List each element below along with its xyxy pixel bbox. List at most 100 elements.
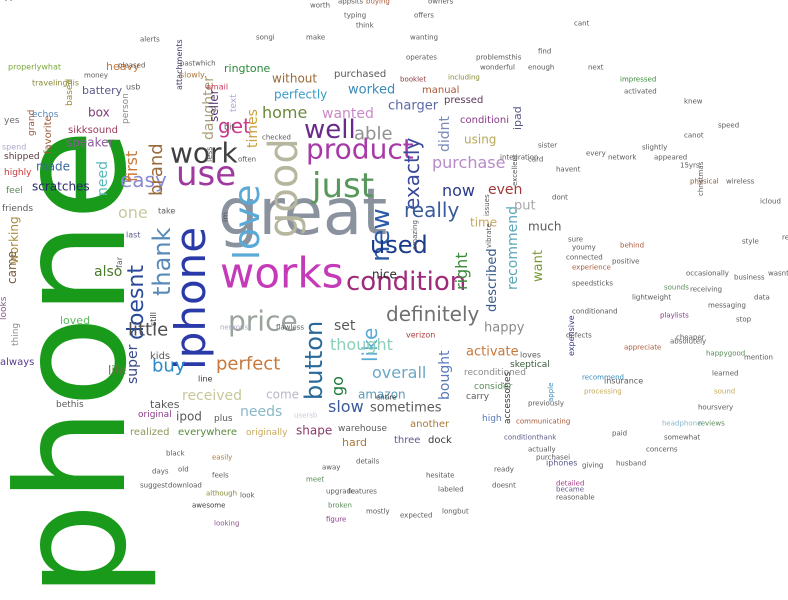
word: knew: [684, 97, 703, 106]
word: wireless: [726, 177, 755, 186]
word: put: [514, 198, 536, 214]
word: sister: [538, 141, 558, 150]
word: songi: [256, 33, 275, 42]
word: takes: [150, 398, 180, 412]
word: less: [205, 146, 214, 162]
word: shipped: [4, 151, 40, 162]
word: detailed: [556, 479, 585, 488]
word: slowly: [180, 70, 205, 80]
word: price: [228, 304, 298, 338]
word: icloud: [760, 197, 781, 206]
word: ipod: [176, 409, 202, 424]
word: conditionand: [572, 307, 618, 316]
word: stop: [736, 315, 752, 324]
word: activate: [466, 344, 519, 360]
word: booklet: [400, 75, 427, 84]
word: get: [218, 114, 251, 138]
word: works: [220, 248, 344, 298]
word: receiving: [690, 285, 723, 294]
word: reasonable: [556, 493, 595, 502]
word: based: [65, 78, 75, 106]
word: high: [482, 413, 502, 424]
word: impressed: [620, 75, 657, 84]
word: home: [262, 103, 308, 123]
word: condition: [346, 267, 467, 298]
word: take: [158, 206, 176, 216]
word: issues: [483, 194, 491, 216]
word: sometimes: [370, 400, 442, 416]
word: absolutely: [670, 337, 707, 346]
word: work: [170, 136, 238, 170]
word: speaker: [66, 135, 114, 150]
word: rasethe: [0, 0, 30, 2]
word: previously: [528, 399, 565, 408]
word: havent: [556, 165, 581, 174]
word: hesitate: [426, 471, 455, 480]
word: iphone: [166, 226, 215, 370]
word: looking: [214, 519, 240, 528]
word: figure: [326, 515, 347, 524]
word: pleased: [118, 61, 146, 70]
word: appreciate: [624, 343, 662, 352]
word: go: [328, 376, 347, 396]
word: button: [300, 320, 328, 400]
word: sounds: [664, 283, 689, 292]
word: awesome: [192, 501, 226, 510]
word: longbut: [442, 507, 469, 516]
word: hard: [342, 436, 368, 450]
word: vibrate: [485, 223, 493, 248]
word: easily: [212, 453, 233, 462]
word: little: [128, 319, 169, 341]
word: appsits: [338, 0, 364, 6]
word: first: [122, 150, 141, 182]
word: headphone: [662, 419, 702, 428]
word: just: [312, 165, 375, 206]
word: also: [94, 263, 123, 280]
word: life: [108, 363, 127, 378]
word: thank: [148, 227, 176, 296]
word: appeared: [654, 153, 688, 162]
word: perfect: [216, 353, 281, 375]
word: yes: [4, 115, 20, 126]
word: communicating: [516, 417, 571, 426]
word: three: [394, 435, 421, 446]
word: definitely: [386, 302, 480, 326]
word: broken: [328, 501, 352, 510]
word: kids: [150, 351, 171, 362]
word: friends: [2, 203, 34, 214]
word: grand: [27, 109, 37, 136]
word: carry: [466, 391, 490, 402]
word: enough: [528, 63, 555, 72]
word: consider: [474, 381, 513, 392]
word: owners: [428, 0, 454, 6]
word: ready: [494, 465, 514, 474]
word: feels: [212, 471, 229, 480]
word: great: [218, 175, 388, 250]
word: thus: [0, 0, 17, 2]
word: travelinghis: [32, 78, 80, 88]
word: often: [238, 155, 257, 164]
word: card: [528, 155, 544, 164]
word: expected: [400, 511, 433, 520]
word: easy: [120, 168, 167, 192]
word: offers: [414, 11, 434, 20]
word: verizon: [406, 330, 436, 340]
word: speed: [718, 121, 740, 130]
word: cheaper: [676, 333, 705, 342]
word: money: [84, 71, 108, 80]
word: shape: [296, 423, 333, 438]
word: excellent: [511, 154, 519, 186]
word: iphones: [546, 458, 578, 468]
word: wanted: [322, 105, 374, 122]
word: well: [304, 115, 356, 146]
word: box: [88, 105, 110, 120]
word: operates: [406, 53, 437, 62]
word: far: [115, 256, 124, 268]
word: business: [734, 273, 765, 282]
word: checked: [262, 133, 291, 142]
word: text: [229, 94, 239, 112]
word: usersb: [294, 411, 318, 420]
word: paid: [612, 429, 628, 438]
word: thing: [11, 322, 21, 346]
word: messaging: [708, 301, 746, 310]
